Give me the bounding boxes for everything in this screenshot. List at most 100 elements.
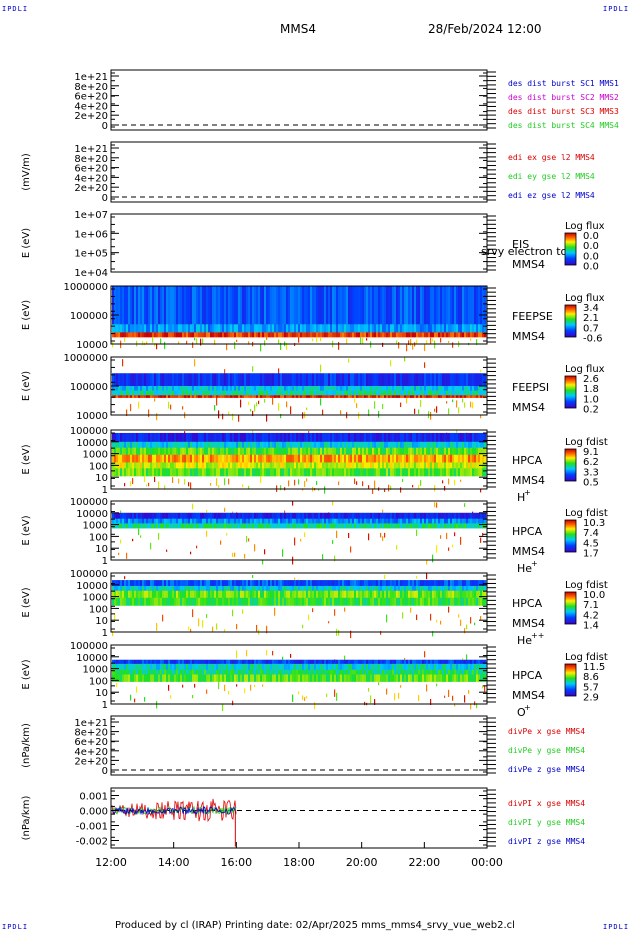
spectrogram-cell bbox=[376, 324, 379, 333]
spectrogram-cell bbox=[444, 286, 447, 325]
spectrogram-cell bbox=[372, 286, 375, 325]
spectrogram-cell bbox=[314, 454, 317, 463]
spectrogram-cell bbox=[244, 332, 247, 338]
spectrogram-cell bbox=[480, 390, 483, 396]
spectrogram-cell bbox=[280, 324, 283, 333]
spectrogram-cell bbox=[418, 441, 421, 448]
spectrogram-cell bbox=[216, 585, 219, 591]
spectrogram-cell bbox=[420, 390, 423, 396]
spectrogram-speck bbox=[120, 539, 122, 544]
spectrogram-cell bbox=[400, 512, 403, 519]
spectrogram-cell bbox=[232, 454, 235, 463]
spectrogram-cell bbox=[180, 454, 183, 463]
spectrogram-cell bbox=[236, 395, 239, 398]
spectrogram-cell bbox=[436, 332, 439, 338]
spectrogram-cell bbox=[306, 585, 309, 591]
spectrogram-cell bbox=[142, 286, 145, 325]
spectrogram-cell bbox=[182, 597, 185, 606]
spectrogram-speck bbox=[312, 338, 314, 342]
spectrogram-cell bbox=[174, 468, 177, 477]
spectrogram-cell bbox=[132, 597, 135, 606]
spectrogram-cell bbox=[186, 585, 189, 591]
spectrogram-cell bbox=[176, 580, 179, 587]
spectrogram-cell bbox=[448, 518, 451, 524]
spectrogram-cell bbox=[174, 674, 177, 682]
spectrogram-cell bbox=[326, 669, 329, 675]
y-tick-label: 10 bbox=[95, 473, 108, 484]
spectrogram-cell bbox=[214, 674, 217, 682]
spectrogram-cell bbox=[230, 518, 233, 524]
spectrogram-cell bbox=[446, 462, 449, 469]
spectrogram-cell bbox=[128, 669, 131, 675]
spectrogram-cell bbox=[280, 597, 283, 606]
spectrogram-cell bbox=[286, 523, 289, 529]
spectrogram-cell bbox=[334, 332, 337, 338]
spectrogram-cell bbox=[332, 373, 335, 387]
spectrogram-cell bbox=[408, 395, 411, 398]
spectrogram-cell bbox=[204, 454, 207, 463]
spectrogram-cell bbox=[250, 580, 253, 587]
spectrogram-cell bbox=[192, 468, 195, 477]
spectrogram-cell bbox=[406, 580, 409, 587]
spectrogram-cell bbox=[352, 468, 355, 477]
spectrogram-cell bbox=[224, 518, 227, 524]
spectrogram-cell bbox=[388, 386, 391, 391]
spectrogram-cell bbox=[438, 518, 441, 524]
spectrogram-cell bbox=[452, 441, 455, 448]
spectrogram-cell bbox=[194, 390, 197, 396]
spectrogram-cell bbox=[430, 523, 433, 529]
spectrogram-cell bbox=[154, 395, 157, 398]
spectrogram-cell bbox=[478, 518, 481, 524]
spectrogram-cell bbox=[288, 669, 291, 675]
spectrogram-cell bbox=[480, 395, 483, 398]
spectrogram-speck bbox=[396, 340, 398, 344]
spectrogram-cell bbox=[390, 590, 393, 599]
spectrogram-cell bbox=[428, 441, 431, 448]
spectrogram-cell bbox=[228, 447, 231, 456]
spectrogram-cell bbox=[272, 386, 275, 391]
spectrogram-cell bbox=[440, 580, 443, 587]
spectrogram-cell bbox=[208, 432, 211, 443]
spectrogram-cell bbox=[266, 669, 269, 675]
spectrogram-speck bbox=[256, 402, 258, 407]
spectrogram-cell bbox=[216, 332, 219, 338]
spectrogram-cell bbox=[386, 332, 389, 338]
spectrogram-cell bbox=[308, 518, 311, 524]
spectrogram-cell bbox=[436, 468, 439, 477]
spectrogram-cell bbox=[214, 523, 217, 529]
spectrogram-cell bbox=[398, 523, 401, 529]
spectrogram-cell bbox=[330, 523, 333, 529]
spectrogram-cell bbox=[374, 454, 377, 463]
spectrogram-speck bbox=[424, 343, 426, 352]
spectrogram-cell bbox=[342, 585, 345, 591]
spectrogram-cell bbox=[328, 669, 331, 675]
spectrogram-cell bbox=[206, 590, 209, 599]
spectrogram-cell bbox=[478, 454, 481, 463]
spectrogram-cell bbox=[198, 585, 201, 591]
spectrogram-cell bbox=[310, 674, 313, 682]
spectrogram-cell bbox=[226, 386, 229, 391]
spectrogram-cell bbox=[448, 580, 451, 587]
spectrogram-cell bbox=[124, 518, 127, 524]
spectrogram-cell bbox=[120, 512, 123, 519]
spectrogram-cell bbox=[178, 454, 181, 463]
spectrogram-cell bbox=[312, 286, 315, 325]
spectrogram-cell bbox=[132, 432, 135, 443]
spectrogram-cell bbox=[270, 386, 273, 391]
spectrogram-cell bbox=[322, 590, 325, 599]
spectrogram-cell bbox=[428, 286, 431, 325]
spectrogram-cell bbox=[134, 523, 137, 529]
spectrogram-cell bbox=[310, 386, 313, 391]
spectrogram-cell bbox=[374, 395, 377, 398]
spectrogram-cell bbox=[126, 386, 129, 391]
spectrogram-cell bbox=[140, 390, 143, 396]
spectrogram-cell bbox=[152, 669, 155, 675]
spectrogram-cell bbox=[312, 512, 315, 519]
spectrogram-cell bbox=[202, 286, 205, 325]
spectrogram-cell bbox=[132, 447, 135, 456]
spectrogram-cell bbox=[302, 669, 305, 675]
spectrogram-cell bbox=[222, 324, 225, 333]
spectrogram-cell bbox=[184, 332, 187, 338]
spectrogram-cell bbox=[300, 332, 303, 338]
